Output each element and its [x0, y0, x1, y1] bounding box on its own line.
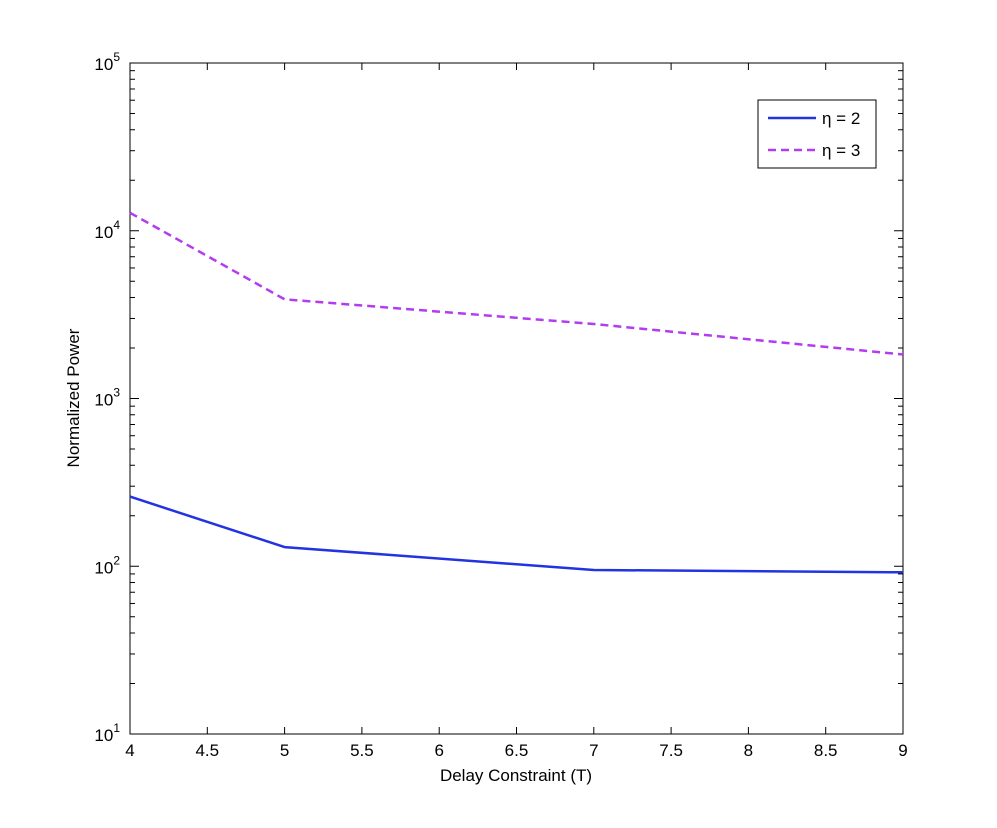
- legend-label-1: η = 2: [822, 109, 860, 128]
- y-axis-ticks: 101 102 103 104 105: [94, 50, 903, 745]
- y-tick-label: 104: [94, 218, 120, 242]
- x-tick-label: 9: [898, 741, 907, 760]
- x-tick-label: 5.5: [350, 741, 374, 760]
- plot-area: [129, 62, 904, 735]
- legend-label-2: η = 3: [822, 141, 860, 160]
- y-tick-label: 105: [94, 50, 120, 74]
- x-tick-label: 8.5: [814, 741, 838, 760]
- x-tick-label: 8: [744, 741, 753, 760]
- x-axis-ticks: 4 4.5 5 5.5 6 6.5 7 7.5 8 8.5 9: [125, 63, 908, 760]
- y-tick-label: 101: [94, 721, 120, 745]
- y-tick-label: 102: [94, 553, 120, 577]
- x-tick-label: 7.5: [659, 741, 683, 760]
- plot-frame: [129, 62, 904, 735]
- series-line-2: [129, 211, 904, 356]
- series-line-1: [129, 495, 904, 574]
- x-tick-label: 4.5: [195, 741, 219, 760]
- x-tick-label: 6.5: [505, 741, 529, 760]
- x-tick-label: 4: [125, 741, 134, 760]
- legend: η = 2 η = 3: [757, 99, 877, 169]
- x-tick-label: 7: [589, 741, 598, 760]
- y-axis-label: Normalized Power: [64, 328, 83, 467]
- y-tick-label: 103: [94, 386, 120, 410]
- legend-box: [757, 99, 877, 169]
- x-tick-label: 5: [280, 741, 289, 760]
- x-tick-label: 6: [434, 741, 443, 760]
- x-axis-label: Delay Constraint (T): [440, 766, 592, 785]
- series-layer: [129, 211, 904, 574]
